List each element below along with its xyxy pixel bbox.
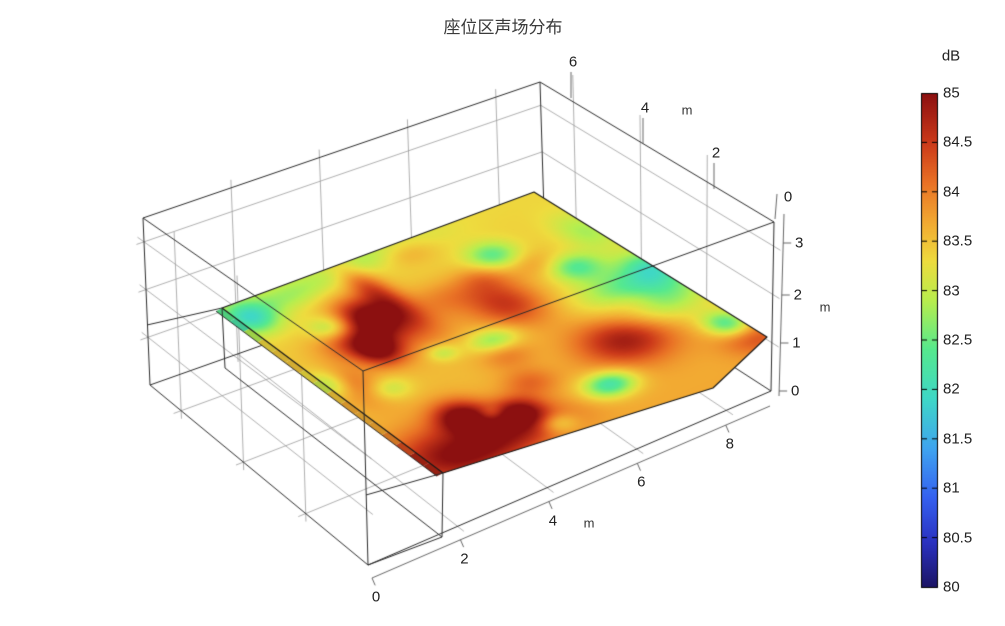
x-axis-tick-label: 4	[548, 512, 558, 530]
y-axis-tick-label: 6	[568, 53, 578, 71]
x-axis-tick-label: 2	[460, 550, 469, 568]
colorbar-tick-label: 84	[943, 183, 960, 201]
colorbar-tick-label: 82	[943, 380, 960, 398]
plot-title: 座位区声场分布	[443, 18, 563, 37]
x-axis-tick-label: 0	[371, 588, 381, 606]
colorbar-tick-label: 81	[943, 479, 960, 497]
x-axis-tick-label: 6	[637, 473, 646, 491]
colorbar-tick-label: 84.5	[943, 133, 973, 151]
colorbar-tick-label: 85	[943, 84, 960, 102]
x-axis-tick-label: 8	[725, 435, 734, 453]
colorbar-tick-label: 80.5	[943, 529, 973, 547]
z-axis-tick-label: 2	[793, 286, 802, 304]
y-axis-tick-label: 4	[640, 99, 650, 117]
colorbar-tick-label: 83	[943, 282, 960, 300]
y-axis-unit-label: m	[681, 102, 693, 118]
y-axis-tick-label: 2	[711, 144, 721, 162]
z-axis-tick-label: 1	[792, 334, 801, 352]
colorbar-tick-label: 80	[943, 578, 960, 596]
colorbar-unit-label: dB	[941, 47, 961, 65]
y-axis-tick-label: 0	[783, 188, 793, 206]
colorbar-tick-label: 82.5	[943, 331, 973, 349]
colorbar-tick-label: 83.5	[943, 232, 973, 250]
x-axis-unit-label: m	[583, 515, 595, 531]
z-axis-tick-label: 3	[795, 234, 804, 252]
z-axis-tick-label: 0	[790, 382, 800, 400]
z-axis-unit-label: m	[819, 299, 831, 315]
colorbar-tick-label: 81.5	[943, 430, 973, 448]
